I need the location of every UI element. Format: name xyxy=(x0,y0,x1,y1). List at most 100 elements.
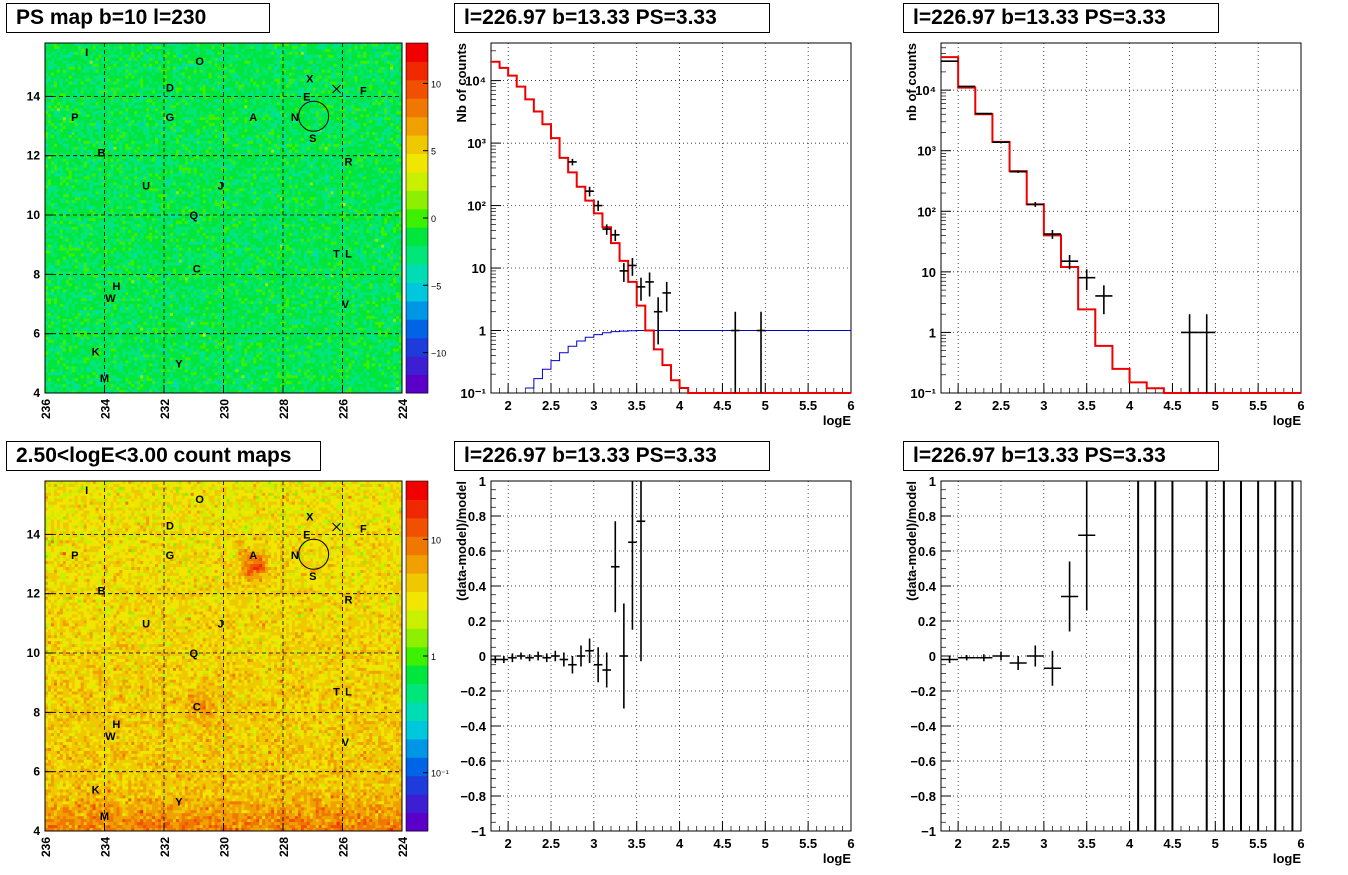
y-tick-label: 1 xyxy=(929,325,936,340)
x-tick-label: 3 xyxy=(590,836,597,851)
source-label-D: D xyxy=(166,82,174,94)
x-tick-label: 3.5 xyxy=(1078,398,1096,413)
source-label-R: R xyxy=(344,157,352,169)
source-label-A: A xyxy=(249,112,257,124)
y-tick-label: −0.6 xyxy=(910,754,936,769)
x-tick-label: 5.5 xyxy=(1249,398,1267,413)
y-tick-label: 1 xyxy=(479,474,486,489)
data-point xyxy=(958,86,975,87)
source-label-L: L xyxy=(345,687,352,699)
colorbar-tick-label: −10 xyxy=(431,349,446,359)
x-tick-label: 6 xyxy=(1297,836,1304,851)
chart-spec1: 2 2.5 3 3.5 4 4.5 5 5.5 610⁻¹11010²10³10⁴logENb … xyxy=(454,43,855,428)
map-y-tick-label: 14 xyxy=(27,527,41,541)
residual-1-title: l=226.97 b=13.33 PS=3.33 xyxy=(454,441,770,471)
y-tick-label: −0.4 xyxy=(910,719,936,734)
x-tick-label: 2 xyxy=(505,398,512,413)
x-axis-label: logE xyxy=(1273,851,1301,866)
map-y-tick-label: 8 xyxy=(33,267,40,281)
source-label-W: W xyxy=(105,293,116,305)
colorbar-tick-label: 10 xyxy=(431,535,441,545)
source-label-S: S xyxy=(309,571,316,583)
spectrum-1-title: l=226.97 b=13.33 PS=3.33 xyxy=(454,3,770,33)
x-tick-label: 3.5 xyxy=(628,836,646,851)
source-label-N: N xyxy=(291,550,299,562)
x-tick-label: 3 xyxy=(1040,836,1047,851)
map-y-tick-label: 6 xyxy=(33,765,40,779)
source-label-P: P xyxy=(71,550,78,562)
x-tick-label: 3 xyxy=(590,398,597,413)
y-tick-label: 10³ xyxy=(917,144,936,159)
ps-map-title: PS map b=10 l=230 xyxy=(6,3,270,33)
map-x-tick-label: 234 xyxy=(99,399,113,419)
y-tick-label: 0.2 xyxy=(918,614,936,629)
source-label-S: S xyxy=(309,133,316,145)
y-tick-label: 0.4 xyxy=(918,579,937,594)
source-label-Y: Y xyxy=(175,358,183,370)
x-tick-label: 4.5 xyxy=(1163,836,1181,851)
y-tick-label: 10 xyxy=(922,265,936,280)
x-axis-label: logE xyxy=(1273,413,1301,428)
map-x-tick-label: 228 xyxy=(277,399,291,419)
y-tick-label: −1 xyxy=(921,824,936,839)
source-label-R: R xyxy=(344,595,352,607)
x-tick-label: 5.5 xyxy=(799,836,817,851)
y-tick-label: 10⁻¹ xyxy=(910,386,936,401)
map-x-tick-label: 226 xyxy=(337,837,351,857)
chart-res2: 2 2.5 3 3.5 4 4.5 5 5.5 610.80.60.40.20−0.2−0.4−… xyxy=(904,474,1305,866)
map-y-tick-label: 12 xyxy=(27,149,41,163)
x-tick-label: 4 xyxy=(1126,836,1134,851)
map-x-tick-label: 234 xyxy=(99,837,113,857)
source-label-M: M xyxy=(100,811,109,823)
map-x-tick-label: 224 xyxy=(396,837,410,857)
source-label-I: I xyxy=(85,47,88,59)
y-tick-label: 10⁻¹ xyxy=(460,386,486,401)
source-label-T: T xyxy=(333,249,340,261)
residual-2-title: l=226.97 b=13.33 PS=3.33 xyxy=(903,441,1219,471)
map-y-tick-label: 12 xyxy=(27,587,41,601)
y-tick-label: 10² xyxy=(917,204,936,219)
y-tick-label: 10 xyxy=(472,261,486,276)
source-label-F: F xyxy=(360,85,367,97)
map-y-tick-label: 8 xyxy=(33,705,40,719)
y-axis-label: Nb of counts xyxy=(454,43,469,122)
source-label-L: L xyxy=(345,249,352,261)
source-label-B: B xyxy=(98,586,106,598)
source-label-X: X xyxy=(306,512,314,524)
x-tick-label: 4 xyxy=(676,836,684,851)
colorbar-tick-label: 1 xyxy=(431,652,436,662)
y-tick-label: −1 xyxy=(471,824,486,839)
map-x-tick-label: 224 xyxy=(396,399,410,419)
y-axis-label: (data-model)/model xyxy=(454,481,469,601)
x-tick-label: 5 xyxy=(762,398,769,413)
y-tick-label: 0.6 xyxy=(918,544,936,559)
x-tick-label: 4 xyxy=(676,398,684,413)
x-tick-label: 2.5 xyxy=(992,398,1010,413)
source-label-I: I xyxy=(85,485,88,497)
source-label-H: H xyxy=(112,719,120,731)
y-tick-label: 0.8 xyxy=(918,509,936,524)
x-tick-label: 4.5 xyxy=(713,398,731,413)
spectrum-2-title: l=226.97 b=13.33 PS=3.33 xyxy=(903,3,1219,33)
map-x-tick-label: 236 xyxy=(39,837,53,857)
x-tick-label: 4.5 xyxy=(1163,398,1181,413)
map-y-tick-label: 4 xyxy=(33,824,40,838)
source-label-T: T xyxy=(333,687,340,699)
y-tick-label: −0.8 xyxy=(910,789,936,804)
source-label-U: U xyxy=(142,180,150,192)
source-label-V: V xyxy=(342,737,350,749)
x-tick-label: 5 xyxy=(762,836,769,851)
colorbar-tick-label: −5 xyxy=(431,281,441,291)
data-point xyxy=(992,141,1009,143)
map-x-tick-label: 230 xyxy=(218,837,232,857)
source-label-G: G xyxy=(166,550,175,562)
y-tick-label: 0.6 xyxy=(468,544,486,559)
map-x-tick-label: 236 xyxy=(39,399,53,419)
x-tick-label: 3.5 xyxy=(1078,836,1096,851)
source-label-P: P xyxy=(71,112,78,124)
x-tick-label: 6 xyxy=(1297,398,1304,413)
source-label-F: F xyxy=(360,523,367,535)
y-tick-label: 0 xyxy=(929,649,936,664)
colorbar-tick-label: 5 xyxy=(431,147,436,157)
